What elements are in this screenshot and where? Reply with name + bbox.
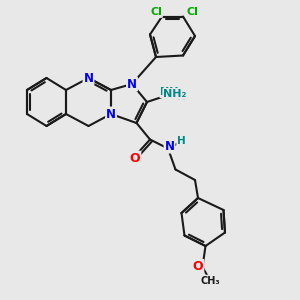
Text: N: N bbox=[164, 140, 175, 153]
Text: N: N bbox=[106, 107, 116, 121]
Text: N: N bbox=[83, 71, 94, 85]
Text: Cl: Cl bbox=[186, 7, 198, 17]
Text: CH₃: CH₃ bbox=[200, 275, 220, 286]
Text: NH: NH bbox=[160, 87, 179, 97]
Text: N: N bbox=[127, 77, 137, 91]
Text: Cl: Cl bbox=[150, 7, 162, 17]
Text: O: O bbox=[193, 260, 203, 273]
Text: H: H bbox=[176, 92, 185, 103]
Text: NH₂: NH₂ bbox=[163, 89, 187, 99]
Text: H: H bbox=[177, 136, 186, 146]
Text: O: O bbox=[130, 152, 140, 165]
